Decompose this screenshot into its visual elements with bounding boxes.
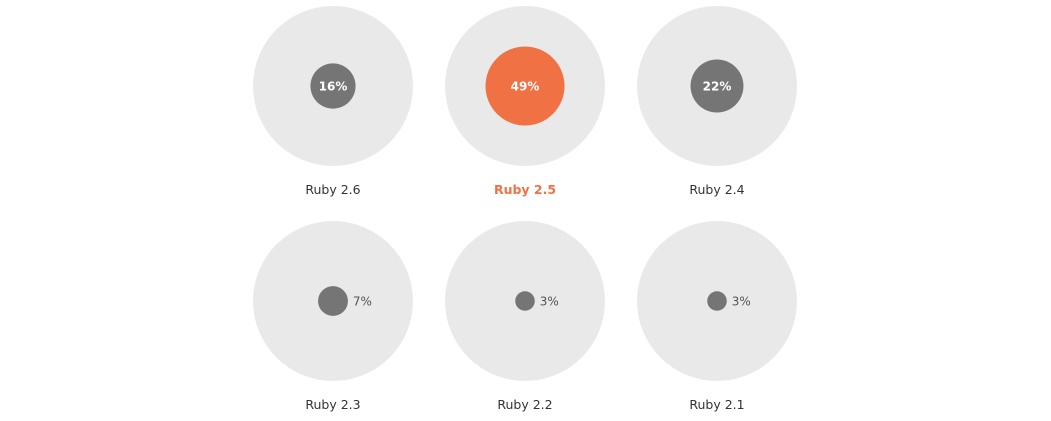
value-bubble — [485, 46, 565, 126]
bubble-ruby-2-2: 3% Ruby 2.2 — [445, 221, 605, 412]
bubble-ruby-2-1: 3% Ruby 2.1 — [637, 221, 797, 412]
category-label: Ruby 2.4 — [689, 182, 744, 197]
category-label: Ruby 2.6 — [305, 182, 360, 197]
value-bubble — [515, 291, 535, 311]
bubble-ruby-2-6: 16% Ruby 2.6 — [253, 6, 413, 197]
value-label: 3% — [540, 295, 559, 309]
value-label: 22% — [703, 80, 732, 94]
value-bubble — [318, 286, 348, 316]
value-label: 3% — [732, 295, 751, 309]
category-label: Ruby 2.2 — [497, 397, 552, 412]
bubble-ruby-2-4: 22% Ruby 2.4 — [637, 6, 797, 197]
category-label: Ruby 2.5 — [494, 182, 556, 197]
value-bubble — [707, 291, 727, 311]
bubble-ruby-2-5: 49% Ruby 2.5 — [445, 6, 605, 197]
value-label: 7% — [353, 295, 372, 309]
bubble-ruby-2-3: 7% Ruby 2.3 — [253, 221, 413, 412]
value-label: 16% — [319, 80, 348, 94]
category-label: Ruby 2.1 — [689, 397, 744, 412]
value-bubble — [690, 59, 744, 113]
category-label: Ruby 2.3 — [305, 397, 360, 412]
value-label: 49% — [511, 80, 540, 94]
value-bubble — [310, 63, 356, 109]
